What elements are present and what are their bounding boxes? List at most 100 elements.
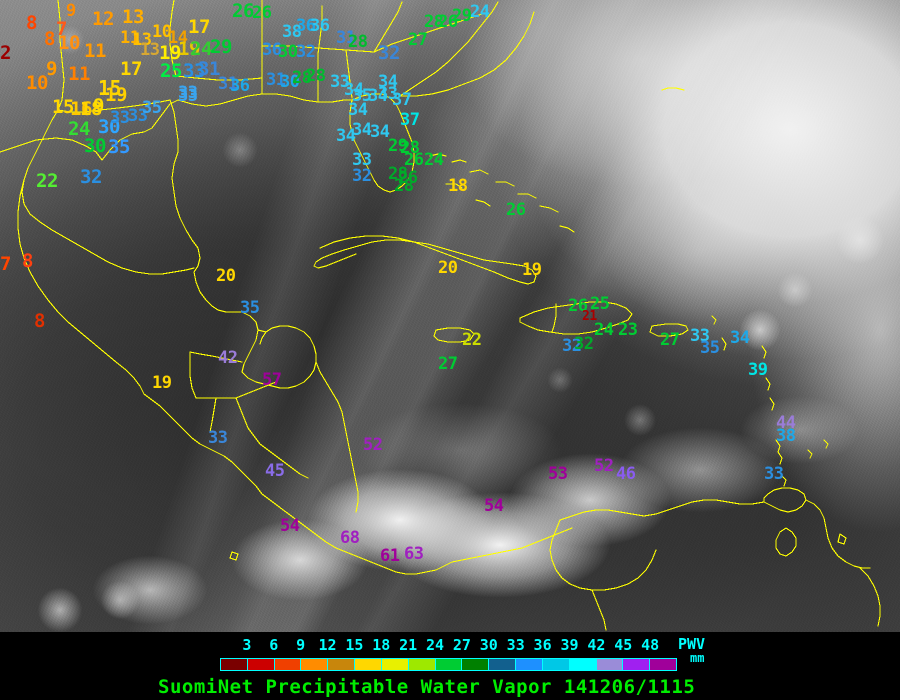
station-pwv-value: 13 (132, 30, 152, 50)
colorbar-tick-label: 24 (426, 636, 445, 654)
station-pwv-value: 32 (80, 166, 102, 188)
station-pwv-value: 24 (470, 2, 490, 22)
station-pwv-value: 45 (265, 461, 285, 481)
station-pwv-value: 19 (522, 260, 542, 280)
station-pwv-value: 2 (0, 42, 11, 64)
station-pwv-value: 11 (68, 63, 90, 85)
colorbar-tick-labels: 3 6 9 12 15 18 21 24 27 30 33 36 39 42 45 48 (0, 636, 900, 654)
station-pwv-value: 19 (105, 84, 127, 106)
station-pwv-value: 20 (216, 266, 236, 286)
color-scale-segment (247, 659, 275, 670)
station-pwv-value: 30 (280, 72, 300, 92)
color-scale-segment (569, 659, 597, 670)
station-pwv-value: 11 (120, 28, 140, 48)
station-pwv-value: 33 (764, 464, 784, 484)
station-pwv-value: 8 (34, 310, 45, 332)
station-pwv-value: 31 (266, 70, 286, 90)
color-scale-segment (274, 659, 302, 670)
colorbar-tick-label: 48 (641, 636, 660, 654)
color-scale-segment (623, 659, 651, 670)
station-pwv-value: 32 (574, 334, 594, 354)
station-pwv-value: 24 (424, 150, 444, 170)
station-pwv-value: 24 (594, 320, 614, 340)
colorbar-tick-label: 9 (296, 636, 306, 654)
station-pwv-value: 13 (140, 40, 160, 60)
station-pwv-value: 9 (46, 58, 57, 80)
station-pwv-value: 28 (306, 66, 326, 86)
colorbar-tick-label: 30 (479, 636, 498, 654)
station-pwv-value: 19 (178, 38, 200, 60)
station-pwv-value: 8 (26, 12, 37, 34)
station-pwv-value: 35 (240, 298, 260, 318)
colorbar-tick-label: 15 (345, 636, 364, 654)
station-pwv-value: 34 (348, 100, 368, 120)
colorbar-tick-label: 42 (587, 636, 606, 654)
pwv-label: PWV (678, 635, 706, 653)
color-scale-segment (542, 659, 570, 670)
station-pwv-value: 33 (690, 326, 710, 346)
station-pwv-value: 15 (52, 96, 74, 118)
station-pwv-value: 14 (168, 28, 188, 48)
station-pwv-value: 13 (122, 6, 144, 28)
colorbar-tick-label: 39 (560, 636, 579, 654)
station-pwv-value: 26 (232, 0, 254, 22)
station-pwv-value: 19 (152, 373, 172, 393)
station-pwv-value: 36 (296, 16, 316, 36)
station-pwv-value: 9 (66, 1, 76, 21)
station-pwv-value: 26 (438, 12, 458, 32)
colorbar-tick-label: 21 (399, 636, 418, 654)
color-scale-segment (328, 659, 356, 670)
station-pwv-value: 7 (0, 253, 11, 275)
color-scale-segment (650, 659, 677, 670)
station-pwv-value: 28 (388, 164, 408, 184)
station-pwv-value: 31 (336, 28, 356, 48)
station-pwv-value: 20 (438, 258, 458, 278)
station-pwv-value: 52 (594, 456, 614, 476)
station-pwv-value: 68 (340, 528, 360, 548)
station-pwv-value: 28 (348, 32, 368, 52)
color-scale-segment (462, 659, 490, 670)
colorbar-tick-label: 33 (506, 636, 525, 654)
station-pwv-value: 18 (448, 176, 468, 196)
color-scale-segment (301, 659, 329, 670)
station-pwv-value: 10 (26, 72, 48, 94)
station-pwv-value: 32 (378, 42, 400, 64)
station-pwv-value: 26 (506, 200, 526, 220)
colorbar-tick-label: 12 (318, 636, 337, 654)
station-pwv-value: 33 (183, 60, 205, 82)
station-pwv-value: 34 (730, 328, 750, 348)
station-pwv-value: 29 (210, 36, 232, 58)
station-pwv-value: 38 (282, 22, 302, 42)
station-pwv-value: 33 (128, 106, 148, 126)
station-pwv-value: 33 (378, 84, 398, 104)
convective-cells-layer (0, 0, 900, 632)
station-pwv-value: 33 (330, 72, 350, 92)
station-pwv-value: 34 (368, 86, 388, 106)
color-scale-segment (596, 659, 624, 670)
station-pwv-value: 24 (190, 38, 212, 60)
station-pwv-value: 37 (400, 110, 420, 130)
station-pwv-value: 35 (108, 136, 130, 158)
station-pwv-value: 32 (296, 42, 316, 62)
station-pwv-value: 37 (392, 90, 412, 110)
station-pwv-value: 36 (262, 40, 282, 60)
station-pwv-value: 10 (152, 22, 172, 42)
color-scale-segment (516, 659, 543, 670)
station-pwv-value: 33 (208, 428, 228, 448)
station-pwv-value: 23 (618, 320, 638, 340)
station-pwv-value: 38 (776, 426, 796, 446)
station-pwv-value: 28 (292, 68, 312, 88)
station-pwv-value: 28 (424, 12, 444, 32)
station-pwv-value: 36 (310, 16, 330, 36)
station-pwv-value: 30 (84, 135, 106, 157)
station-pwv-value: 35 (352, 86, 372, 106)
station-pwv-value: 26 (404, 150, 424, 170)
station-pwv-value: 63 (404, 544, 424, 564)
station-pwv-value: 25 (160, 60, 182, 82)
station-pwv-value: 12 (92, 8, 114, 30)
station-pwv-value: 46 (616, 464, 636, 484)
colorbar-tick-label: 36 (533, 636, 552, 654)
station-pwv-value: 31 (198, 58, 220, 80)
product-title: SuomiNet Precipitable Water Vapor 141206… (158, 676, 696, 698)
